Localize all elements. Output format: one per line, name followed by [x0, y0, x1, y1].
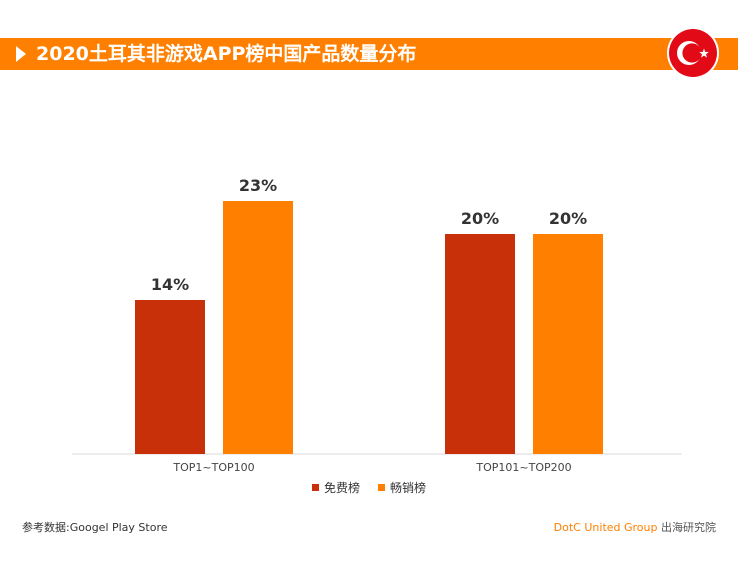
legend-item-grossing: 畅销榜 — [378, 479, 426, 496]
bar-free-2 — [445, 234, 515, 454]
x-tick-label: TOP101~TOP200 — [475, 461, 571, 474]
bar-grossing-2 — [533, 234, 603, 454]
x-tick-label: TOP1~TOP100 — [172, 461, 254, 474]
legend-item-free: 免费榜 — [311, 479, 360, 496]
brand-note: DotC United Group 出海研究院 — [554, 519, 716, 535]
source-note: 参考数据:Googel Play Store — [22, 521, 168, 534]
legend: 免费榜 畅销榜 — [0, 478, 738, 496]
bar-free-1 — [135, 300, 205, 454]
legend-label-grossing: 畅销榜 — [390, 480, 427, 495]
page-title: 2020土耳其非游戏APP榜中国产品数量分布 — [36, 43, 417, 65]
title-bar — [0, 38, 738, 70]
brand-name: DotC United Group — [553, 521, 658, 534]
legend-swatch-grossing — [378, 483, 385, 491]
play-arrow-icon — [16, 46, 26, 62]
data-label: 20% — [549, 209, 587, 228]
brand-suffix: 出海研究院 — [657, 521, 716, 534]
data-label: 23% — [239, 176, 277, 195]
data-label: 14% — [151, 275, 189, 294]
turkey-flag-icon — [667, 27, 719, 79]
bar-grossing-1 — [223, 201, 293, 454]
legend-label-free: 免费榜 — [323, 480, 360, 495]
data-label: 20% — [461, 209, 499, 228]
legend-swatch-free — [311, 483, 319, 491]
